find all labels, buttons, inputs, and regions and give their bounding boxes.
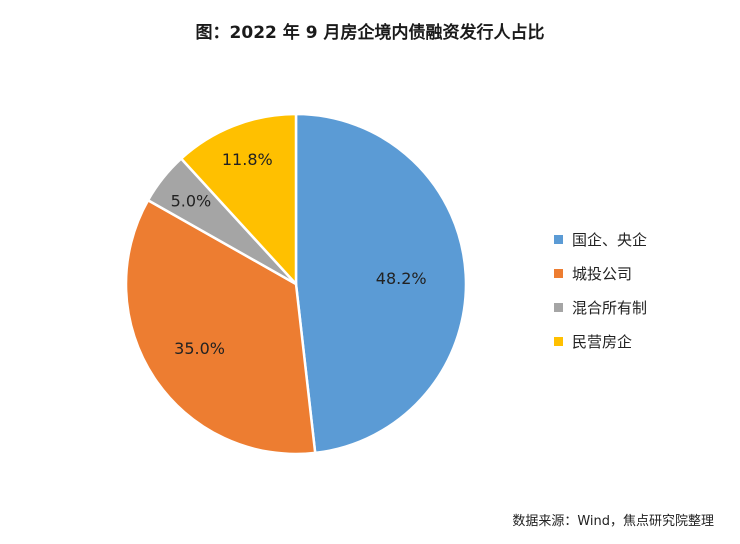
pie-slice-private [179,112,298,288]
legend: 国企、央企 城投公司 混合所有制 民营房企 [554,222,647,358]
legend-swatch-lgfv [554,268,563,278]
legend-swatch-private [554,336,563,346]
legend-label-lgfv: 城投公司 [572,264,633,283]
data-label-soe: 48.2% [376,269,427,288]
data-label-private: 11.8% [222,150,273,169]
legend-item-lgfv: 城投公司 [554,256,647,290]
legend-item-soe: 国企、央企 [554,222,647,256]
legend-label-mixed: 混合所有制 [572,298,648,317]
legend-item-private: 民营房企 [554,324,647,358]
data-label-mixed: 5.0% [171,191,212,210]
legend-label-private: 民营房企 [572,332,633,351]
data-label-lgfv: 35.0% [174,339,225,358]
pie-slice-lgfv [124,198,317,456]
legend-swatch-soe [554,234,563,244]
legend-item-mixed: 混合所有制 [554,290,647,324]
source-note: 数据来源：Wind，焦点研究院整理 [512,514,714,529]
legend-swatch-mixed [554,302,563,312]
legend-label-soe: 国企、央企 [572,230,648,249]
chart-title: 图：2022 年 9 月房企境内债融资发行人占比 [195,23,545,43]
pie-slice-soe [294,112,468,455]
